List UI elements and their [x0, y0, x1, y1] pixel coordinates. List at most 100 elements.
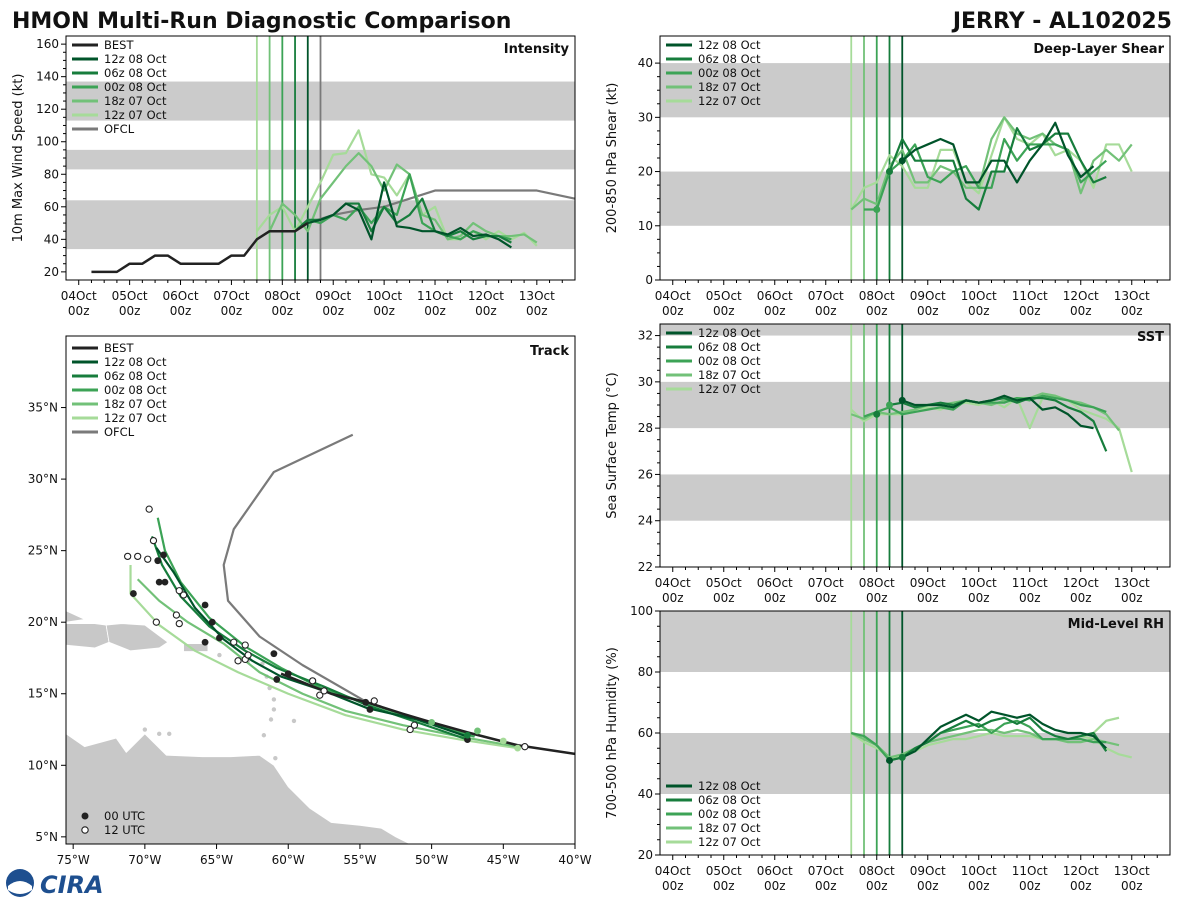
legend-label: 06z 08 Oct	[104, 66, 167, 80]
cira-logo-text: CIRA	[40, 871, 104, 899]
x-tick-date: 04Oct	[655, 864, 691, 878]
y-tick-label: 80	[638, 665, 653, 679]
y-tick-label: 100	[630, 604, 653, 618]
storm-id: JERRY - AL102025	[951, 9, 1172, 34]
x-tick-date: 10Oct	[961, 576, 997, 590]
analysis-point	[898, 157, 906, 165]
marker-12utc	[175, 587, 183, 595]
y-tick-label: 28	[638, 421, 653, 435]
lon-tick-label: 65°W	[200, 853, 233, 867]
x-tick-date: 07Oct	[808, 289, 844, 303]
lat-tick-label: 25°N	[28, 544, 58, 558]
figure-title: HMON Multi-Run Diagnostic Comparison	[12, 9, 511, 34]
legend-label: 12z 08 Oct	[104, 355, 167, 369]
y-tick-label: 20	[638, 848, 653, 862]
x-tick-hour: 00z	[764, 591, 786, 605]
lat-tick-label: 35°N	[28, 401, 58, 415]
marker-12utc	[370, 697, 378, 705]
x-tick-date: 11Oct	[1012, 289, 1048, 303]
x-tick-hour: 00z	[1019, 304, 1041, 318]
y-tick-label: 120	[36, 102, 59, 116]
x-tick-date: 13Oct	[1114, 576, 1150, 590]
x-tick-hour: 00z	[1019, 879, 1041, 893]
y-tick-label: 24	[638, 514, 653, 528]
legend-label: 00z 08 Oct	[104, 80, 167, 94]
x-tick-date: 04Oct	[655, 289, 691, 303]
x-tick-hour: 00z	[866, 879, 888, 893]
legend-label: 12z 08 Oct	[104, 52, 167, 66]
threshold-band	[660, 63, 1170, 118]
legend-label: 06z 08 Oct	[698, 793, 761, 807]
marker-00utc	[362, 698, 370, 706]
x-tick-hour: 00z	[322, 304, 344, 318]
marker-00utc	[464, 731, 471, 739]
x-tick-hour: 00z	[968, 304, 990, 318]
x-tick-date: 10Oct	[961, 289, 997, 303]
series-extension-line	[1092, 716, 1120, 734]
x-tick-hour: 00z	[866, 304, 888, 318]
x-tick-hour: 00z	[1121, 591, 1143, 605]
analysis-point	[898, 753, 906, 761]
legend-label: 12z 07 Oct	[104, 411, 167, 425]
legend-label: 12z 08 Oct	[698, 38, 761, 52]
island-landmass	[291, 718, 297, 724]
x-tick-hour: 00z	[1121, 879, 1143, 893]
legend-label: 18z 07 Oct	[698, 821, 761, 835]
x-tick-date: 13Oct	[519, 289, 555, 303]
lon-tick-label: 45°W	[487, 853, 520, 867]
x-tick-hour: 00z	[272, 304, 294, 318]
y-tick-label: 10	[638, 219, 653, 233]
y-axis-label: 700-500 hPa Humidity (%)	[605, 647, 620, 819]
marker-12utc	[521, 743, 529, 751]
island-landmass	[271, 707, 277, 712]
track-line	[155, 547, 468, 738]
x-tick-hour: 00z	[917, 591, 939, 605]
y-tick-label: 40	[638, 787, 653, 801]
series-line	[901, 710, 1108, 759]
legend-label: 12z 07 Oct	[698, 94, 761, 108]
x-tick-hour: 00z	[1070, 304, 1092, 318]
marker-00utc	[208, 618, 216, 626]
legend-label: 12z 07 Oct	[104, 108, 167, 122]
x-tick-date: 12Oct	[1063, 864, 1099, 878]
x-tick-hour: 00z	[764, 304, 786, 318]
marker-12utc	[316, 691, 324, 699]
y-tick-label: 0	[645, 273, 653, 287]
x-tick-hour: 00z	[1070, 879, 1092, 893]
marker-12utc	[144, 555, 152, 563]
x-tick-hour: 00z	[713, 304, 735, 318]
lat-tick-label: 15°N	[28, 687, 58, 701]
legend-label: 00z 08 Oct	[698, 807, 761, 821]
y-axis-label: Sea Surface Temp (°C)	[605, 372, 620, 519]
noaa-wave-icon	[8, 881, 32, 894]
legend-label: BEST	[104, 341, 134, 355]
analysis-point	[886, 401, 893, 409]
x-tick-date: 08Oct	[859, 289, 895, 303]
threshold-band	[660, 733, 1170, 794]
threshold-band	[660, 474, 1170, 521]
x-tick-hour: 00z	[1019, 591, 1041, 605]
marker-00utc	[154, 557, 162, 565]
lon-tick-label: 50°W	[415, 853, 448, 867]
marker-00utc	[201, 601, 209, 609]
analysis-point	[886, 168, 893, 176]
y-tick-label: 40	[44, 232, 59, 246]
analysis-point	[873, 206, 881, 214]
x-tick-hour: 00z	[424, 304, 446, 318]
legend-label: 18z 07 Oct	[698, 80, 761, 94]
legend-label: BEST	[104, 38, 134, 52]
legend-label: 12z 07 Oct	[698, 382, 761, 396]
legend-label: 06z 08 Oct	[698, 52, 761, 66]
x-tick-hour: 00z	[713, 591, 735, 605]
series-line	[888, 127, 1107, 211]
marker-12utc	[179, 591, 188, 599]
legend-label: 12z 08 Oct	[698, 326, 761, 340]
y-tick-label: 30	[638, 375, 653, 389]
threshold-band	[660, 324, 1170, 336]
marker-00utc	[216, 634, 223, 642]
marker-12utc	[172, 611, 181, 619]
y-tick-label: 40	[638, 56, 653, 70]
x-tick-date: 08Oct	[264, 289, 300, 303]
marker-12utc	[149, 536, 158, 545]
y-axis-label: 200-850 hPa Shear (kt)	[605, 83, 620, 234]
